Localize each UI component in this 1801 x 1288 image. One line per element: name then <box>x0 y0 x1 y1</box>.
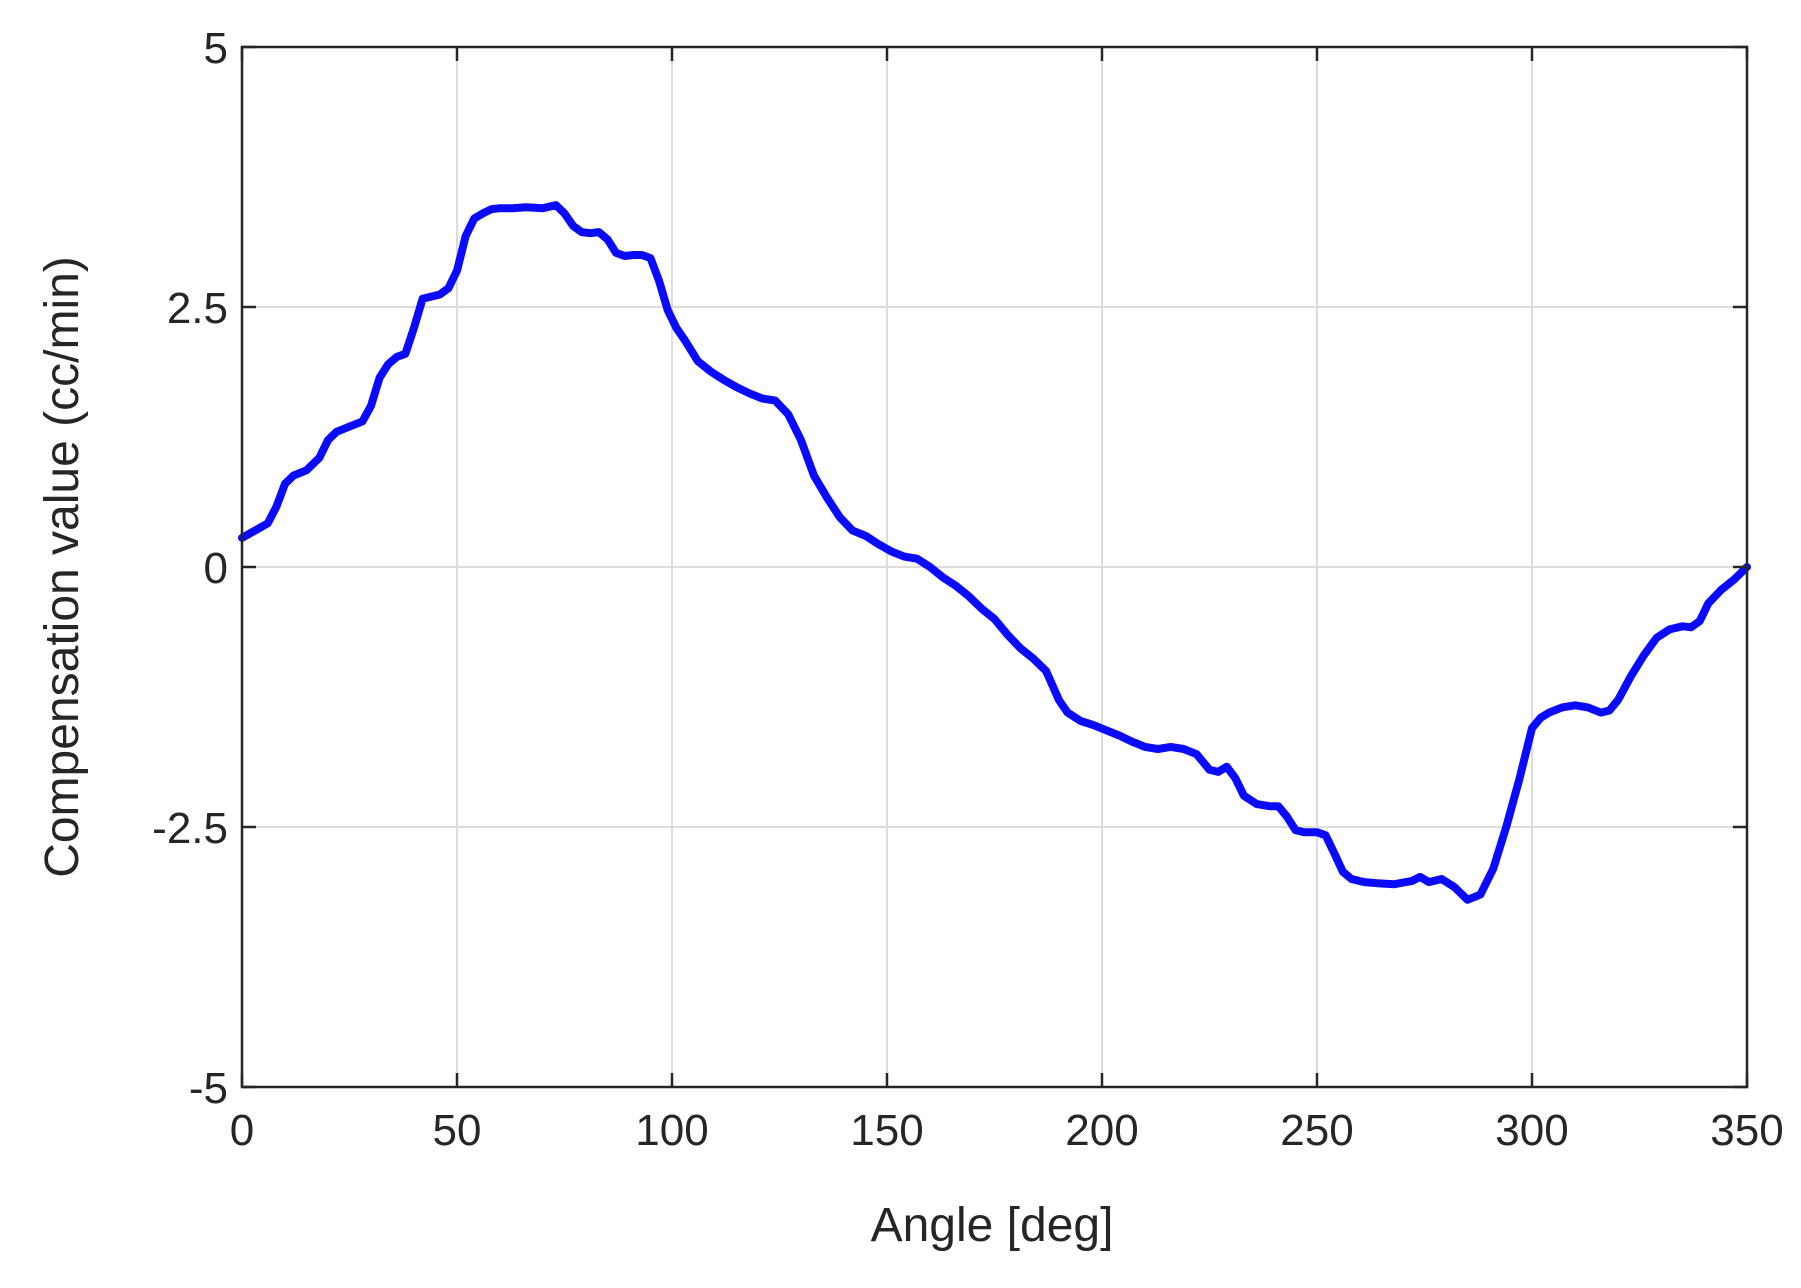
x-tick-label: 300 <box>1495 1106 1568 1155</box>
x-ticks: 0 50 100 150 200 250 300 350 <box>230 47 1784 1155</box>
y-ticks: -5 -2.5 0 2.5 5 <box>152 24 1747 1113</box>
data-line <box>238 201 1751 904</box>
y-tick-label: 0 <box>204 544 228 593</box>
y-tick-label: 5 <box>204 24 228 73</box>
grid-lines <box>242 47 1747 1087</box>
x-tick-label: 100 <box>635 1106 708 1155</box>
x-tick-label: 200 <box>1065 1106 1138 1155</box>
y-tick-label: 2.5 <box>167 284 228 333</box>
x-tick-label: 150 <box>850 1106 923 1155</box>
series-lines <box>238 201 1751 904</box>
y-tick-label: -5 <box>189 1064 228 1113</box>
x-axis-label: Angle [deg] <box>871 1199 1114 1252</box>
x-tick-label: 50 <box>433 1106 482 1155</box>
x-tick-label: 350 <box>1710 1106 1783 1155</box>
y-tick-label: -2.5 <box>152 804 228 853</box>
x-tick-label: 250 <box>1280 1106 1353 1155</box>
x-tick-label: 0 <box>230 1106 254 1155</box>
y-axis-label: Compensation value (cc/min) <box>36 256 89 878</box>
